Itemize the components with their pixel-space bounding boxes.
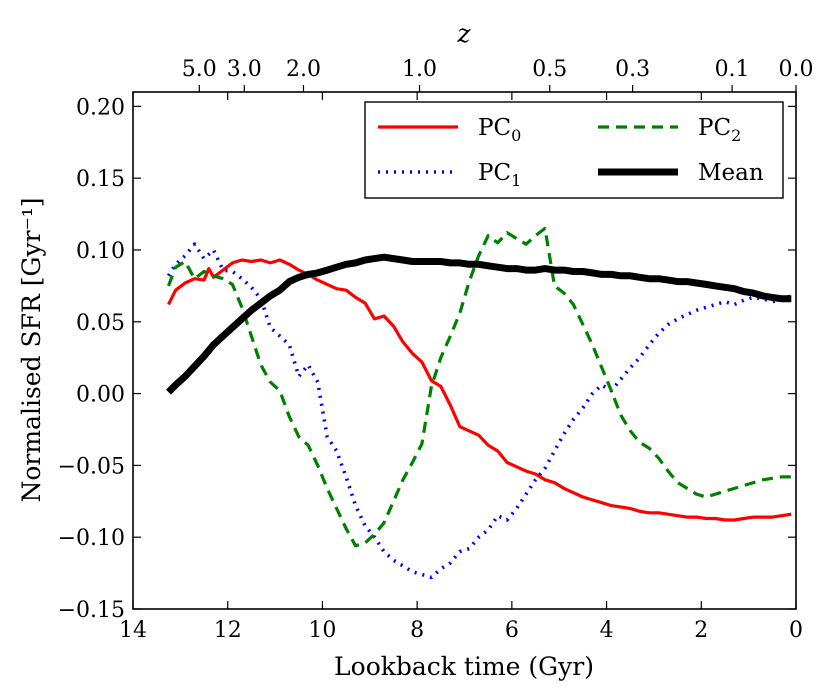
- y-tick-label: 0.05: [76, 311, 125, 336]
- series-line-pc0: [167, 258, 792, 522]
- x-tick-label: 8: [410, 618, 424, 643]
- legend-label-mean: Mean: [698, 160, 764, 186]
- y-tick-label: 0.10: [76, 239, 125, 264]
- legend-box: [364, 101, 784, 199]
- x-tick-label: 14: [119, 618, 147, 643]
- legend-label-pc0: PC0: [478, 115, 521, 145]
- plot-area: [166, 226, 792, 580]
- x-axis-label: Lookback time (Gyr): [334, 652, 594, 681]
- legend-label-name: PC: [478, 160, 511, 186]
- y-axis-label: Normalised SFR [Gyr⁻¹]: [17, 197, 46, 502]
- z-tick-label: 0.0: [779, 57, 814, 82]
- x-tick-label: 4: [600, 618, 614, 643]
- y-tick-label: 0.20: [76, 95, 125, 120]
- z-tick-label: 3.0: [227, 57, 262, 82]
- z-tick-label: 0.1: [715, 57, 750, 82]
- x-tick-label: 12: [214, 618, 242, 643]
- legend-label-name: PC: [478, 115, 511, 141]
- y-tick-label: −0.10: [58, 526, 125, 551]
- legend-label-sub: 1: [511, 171, 521, 190]
- top-z-axis-ticks: 5.0 3.0 2.0 1.0 0.5 0.3 0.1 0.0: [182, 57, 814, 92]
- z-tick-label: 2.0: [286, 57, 321, 82]
- legend-label-pc1: PC1: [478, 160, 521, 190]
- legend-label-pc2: PC2: [698, 115, 741, 145]
- series-line-mean: [166, 253, 792, 395]
- y-axis-ticks: 0.20 0.15 0.10 0.05 0.00 −0.05 −0.10 −0.15: [58, 95, 796, 623]
- plot-frame: [132, 91, 797, 610]
- x-axis-ticks: 14 12 10 8 6 4 2 0: [119, 92, 803, 643]
- legend-label-sub: 2: [731, 126, 741, 145]
- top-axis-label: z: [456, 19, 471, 48]
- series-line-pc1: [166, 242, 792, 580]
- x-tick-label: 0: [789, 618, 803, 643]
- y-tick-label: 0.15: [76, 167, 125, 192]
- y-tick-label: −0.15: [58, 598, 125, 623]
- series-line-pc2: [167, 226, 792, 548]
- z-tick-label: 1.0: [402, 57, 437, 82]
- y-tick-label: −0.05: [58, 454, 125, 479]
- x-tick-label: 2: [694, 618, 708, 643]
- z-tick-label: 5.0: [182, 57, 217, 82]
- y-tick-label: 0.00: [76, 383, 125, 408]
- legend-label-sub: 0: [511, 126, 521, 145]
- legend-label-name: PC: [698, 115, 731, 141]
- z-tick-label: 0.3: [615, 57, 650, 82]
- legend-label-name: Mean: [698, 160, 764, 186]
- x-tick-label: 6: [505, 618, 519, 643]
- z-tick-label: 0.5: [532, 57, 567, 82]
- x-tick-label: 10: [308, 618, 336, 643]
